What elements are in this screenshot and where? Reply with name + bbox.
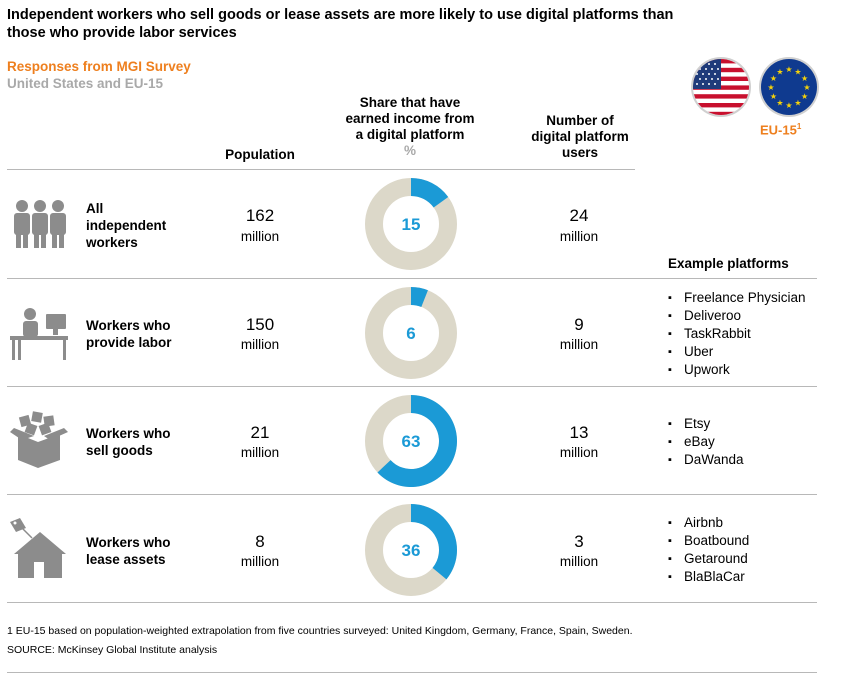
donut-share-label: 36 [402, 541, 421, 560]
users-unit: million [559, 229, 599, 244]
house-with-tag-icon [10, 518, 66, 578]
users-value: 9 [574, 315, 584, 334]
users-column-header: Number of digital platform users [531, 113, 629, 160]
flags: ★★★★★★★★★ ★ ★★ [691, 57, 819, 117]
population-unit: million [240, 554, 280, 569]
population-value: 150 [245, 315, 275, 334]
list-item: BlaBlaCar [668, 568, 749, 586]
row-label-sell-goods: Workers who sell goods [86, 426, 171, 458]
users-unit: million [559, 337, 599, 352]
share-donut: 36 [365, 504, 457, 596]
population-unit: million [240, 337, 280, 352]
divider [7, 169, 635, 170]
worker-at-desk-icon [10, 308, 68, 360]
chart-subtitle: Responses from MGI Survey [7, 59, 191, 74]
region-label: United States and EU-15 [7, 76, 164, 91]
row-label-provide-labor: Workers who provide labor [86, 318, 172, 350]
users-value: 24 [569, 206, 589, 225]
star-icon: ★ [767, 83, 774, 92]
list-item: TaskRabbit [668, 325, 806, 343]
list-item: eBay [668, 433, 744, 451]
star-icon: ★ [776, 67, 783, 76]
star-icon: ★ [785, 101, 792, 110]
divider [7, 386, 817, 387]
star-icon: ★ [770, 74, 777, 83]
donut-share-segment [377, 395, 457, 487]
eu-flag-icon: ★★★★★★★★★ ★ ★★ [759, 57, 819, 117]
list-item: Freelance Physician [668, 289, 806, 307]
list-item: Airbnb [668, 514, 749, 532]
box-of-goods-icon [10, 411, 68, 468]
star-icon: ★ [794, 67, 801, 76]
star-icon: ★ [794, 99, 801, 108]
star-icon: ★ [770, 92, 777, 101]
population-unit: million [240, 229, 280, 244]
population-unit: million [240, 445, 280, 460]
users-unit: million [559, 554, 599, 569]
example-platforms-heading: Example platforms [668, 256, 789, 271]
list-item: Upwork [668, 361, 806, 379]
users-value: 3 [574, 532, 584, 551]
divider [7, 672, 817, 673]
list-item: Etsy [668, 415, 744, 433]
example-platforms-list-sell-goods: Etsy eBay DaWanda [668, 415, 744, 469]
population-value: 8 [255, 532, 265, 551]
footnote: 1 EU-15 based on population-weighted ext… [7, 625, 633, 637]
share-donut: 63 [365, 395, 457, 487]
example-platforms-list-lease-assets: Airbnb Boatbound Getaround BlaBlaCar [668, 514, 749, 586]
divider [7, 602, 817, 603]
users-unit: million [559, 445, 599, 460]
share-column-header: Share that have earned income from a dig… [330, 95, 490, 159]
list-item: Boatbound [668, 532, 749, 550]
donut-share-segment [411, 504, 457, 580]
divider [7, 278, 817, 279]
star-icon: ★ [803, 83, 810, 92]
star-icon: ★ [801, 74, 808, 83]
star-icon: ★ [776, 99, 783, 108]
star-icon: ★ [801, 92, 808, 101]
source-note: SOURCE: McKinsey Global Institute analys… [7, 644, 218, 656]
chart-title: Independent workers who sell goods or le… [7, 7, 674, 41]
donut-share-label: 63 [402, 432, 421, 451]
list-item: Deliveroo [668, 307, 806, 325]
donut-share-label: 15 [402, 215, 421, 234]
list-item: Getaround [668, 550, 749, 568]
example-platforms-list-provide-labor: Freelance Physician Deliveroo TaskRabbit… [668, 289, 806, 379]
share-donut: 15 [365, 178, 457, 270]
list-item: Uber [668, 343, 806, 361]
users-value: 13 [569, 423, 589, 442]
row-label-lease-assets: Workers who lease assets [86, 535, 171, 567]
eu-15-label: EU-151 [760, 122, 802, 138]
population-value: 21 [250, 423, 270, 442]
row-label-all-workers: All independent workers [86, 201, 167, 250]
people-group-icon [14, 200, 66, 248]
star-icon: ★ [785, 65, 792, 74]
divider [7, 494, 817, 495]
population-column-header: Population [225, 147, 295, 162]
population-value: 162 [245, 206, 275, 225]
donut-share-segment [411, 178, 449, 208]
donut-share-label: 6 [406, 324, 415, 343]
share-donut: 6 [365, 287, 457, 379]
share-unit: % [403, 143, 416, 158]
list-item: DaWanda [668, 451, 744, 469]
us-flag-icon [691, 57, 751, 117]
donut-share-segment [411, 287, 428, 307]
